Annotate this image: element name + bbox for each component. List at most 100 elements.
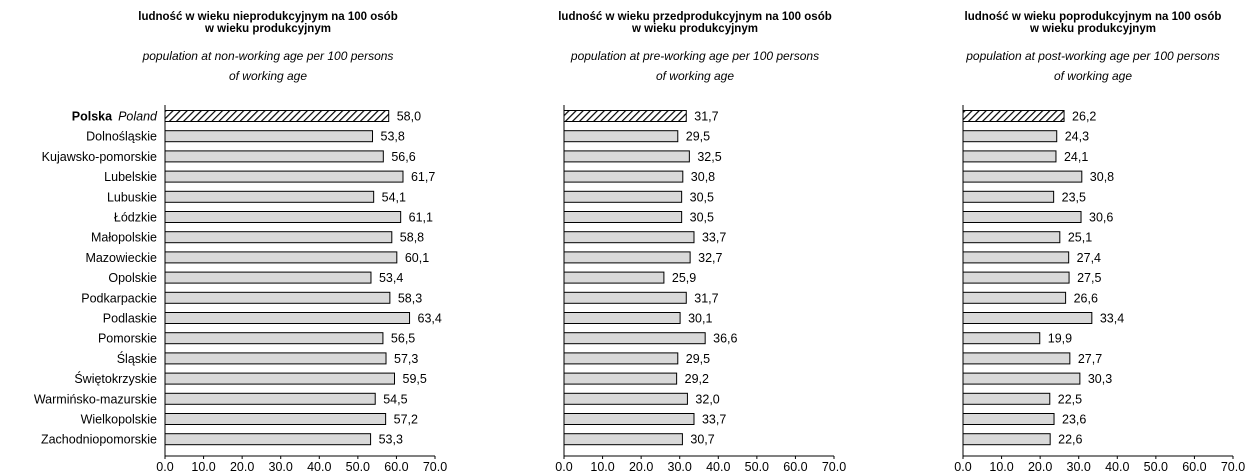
- value-label: 25,1: [1068, 231, 1092, 245]
- value-label: 24,3: [1065, 130, 1089, 144]
- category-label-highlight: Polska Poland: [72, 110, 158, 124]
- value-label: 22,5: [1058, 392, 1082, 406]
- value-label: 56,5: [391, 332, 415, 346]
- value-label: 58,0: [397, 110, 421, 124]
- category-label: Podlaskie: [103, 312, 157, 326]
- value-label: 54,1: [382, 190, 406, 204]
- bar: [563, 332, 706, 345]
- bar-highlight: [164, 110, 390, 122]
- bar: [962, 291, 1067, 304]
- value-label: 53,4: [379, 271, 403, 285]
- category-label-en: Poland: [118, 110, 158, 124]
- value-label: 29,5: [686, 130, 710, 144]
- value-label: 58,8: [400, 231, 424, 245]
- value-label: 33,7: [702, 231, 726, 245]
- bar: [164, 372, 395, 385]
- value-label: 30,3: [1088, 372, 1112, 386]
- bar: [164, 433, 372, 446]
- bar: [563, 312, 681, 324]
- bar: [164, 190, 375, 203]
- bar: [962, 211, 1082, 223]
- chart-subtitle-line: of working age: [1054, 69, 1132, 83]
- bar: [563, 190, 683, 203]
- bar: [164, 413, 387, 425]
- x-tick-label: 60.0: [783, 460, 807, 474]
- value-label: 32,0: [695, 392, 719, 406]
- bar: [962, 332, 1041, 345]
- x-tick-label: 30.0: [1067, 460, 1091, 474]
- value-label: 33,4: [1100, 312, 1124, 326]
- value-label: 31,7: [694, 110, 718, 124]
- x-tick-label: 0.0: [555, 460, 572, 474]
- chart-title-line: ludność w wieku nieprodukcyjnym na 100 o…: [138, 11, 397, 23]
- x-tick-label: 20.0: [1028, 460, 1052, 474]
- bar: [962, 190, 1055, 203]
- bar: [164, 312, 411, 324]
- value-label: 57,3: [394, 352, 418, 366]
- chart-title-line: w wieku produkcyjnym: [631, 23, 758, 35]
- bar: [164, 352, 387, 365]
- x-tick-label: 10.0: [191, 460, 215, 474]
- bar-highlight: [563, 110, 687, 122]
- category-label: Opolskie: [108, 271, 157, 285]
- chart-title-line: ludność w wieku przedprodukcyjnym na 100…: [558, 11, 832, 23]
- bar: [563, 352, 679, 365]
- bar: [164, 392, 376, 405]
- bar: [962, 130, 1058, 143]
- x-tick-label: 50.0: [745, 460, 769, 474]
- bar: [164, 291, 391, 304]
- value-label: 30,6: [1089, 211, 1113, 225]
- bar: [563, 392, 688, 405]
- value-label: 26,6: [1074, 291, 1098, 305]
- bar: [962, 413, 1055, 425]
- x-tick-label: 10.0: [989, 460, 1013, 474]
- bar: [962, 271, 1070, 284]
- value-label: 33,7: [702, 413, 726, 427]
- chart-subtitle-line: of working age: [229, 69, 307, 83]
- category-label: Śląskie: [117, 351, 157, 366]
- bar-highlight: [962, 110, 1065, 122]
- value-label: 36,6: [713, 332, 737, 346]
- value-label: 61,7: [411, 170, 435, 184]
- x-tick-label: 30.0: [668, 460, 692, 474]
- bar: [563, 271, 665, 284]
- value-label: 30,1: [688, 312, 712, 326]
- bar: [563, 211, 683, 223]
- bar: [962, 392, 1051, 405]
- value-label: 29,5: [686, 352, 710, 366]
- bar: [164, 170, 404, 183]
- bar: [164, 130, 374, 143]
- category-label: Lubelskie: [104, 170, 157, 184]
- value-label: 25,9: [672, 271, 696, 285]
- value-label: 23,5: [1062, 190, 1086, 204]
- category-label: Małopolskie: [91, 231, 157, 245]
- bar: [962, 372, 1081, 385]
- x-tick-label: 10.0: [590, 460, 614, 474]
- value-label: 60,1: [405, 251, 429, 265]
- x-tick-label: 20.0: [230, 460, 254, 474]
- x-tick-label: 40.0: [1105, 460, 1129, 474]
- chart-subtitle-line: population at post-working age per 100 p…: [965, 49, 1220, 63]
- value-label: 53,8: [381, 130, 405, 144]
- category-label: Dolnośląskie: [86, 130, 157, 144]
- bar: [962, 433, 1051, 446]
- bar: [563, 170, 684, 183]
- category-label: Wielkopolskie: [81, 413, 157, 427]
- bar: [563, 413, 695, 425]
- bar: [164, 271, 372, 284]
- value-label: 29,2: [685, 372, 709, 386]
- bar: [563, 372, 678, 385]
- value-label: 53,3: [379, 433, 403, 447]
- x-tick-label: 60.0: [1182, 460, 1206, 474]
- value-label: 30,5: [690, 190, 714, 204]
- value-label: 57,2: [394, 413, 418, 427]
- value-label: 54,5: [383, 392, 407, 406]
- x-tick-label: 70.0: [1221, 460, 1245, 474]
- x-tick-label: 40.0: [307, 460, 331, 474]
- x-tick-label: 70.0: [423, 460, 447, 474]
- bar: [563, 231, 695, 244]
- category-label: Lubuskie: [107, 190, 157, 204]
- value-label: 30,7: [690, 433, 714, 447]
